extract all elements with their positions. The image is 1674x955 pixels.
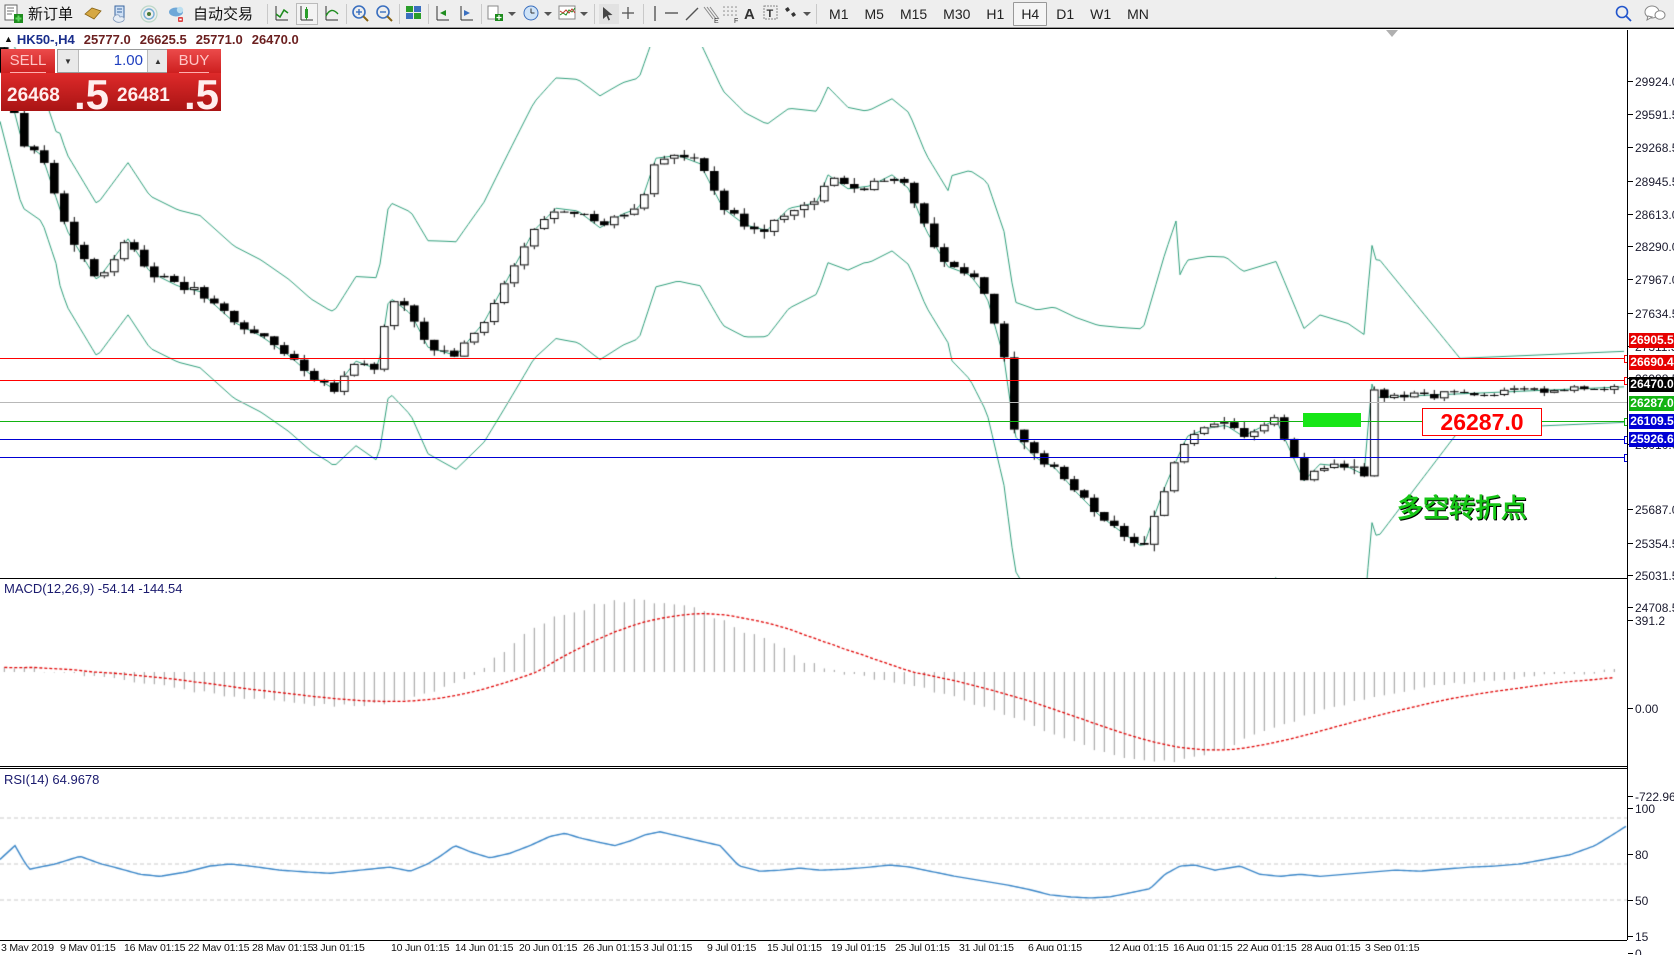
svg-text:T: T <box>767 8 774 20</box>
svg-text:E: E <box>714 18 719 24</box>
svg-text:F: F <box>734 18 738 24</box>
svg-text:A: A <box>744 6 755 23</box>
